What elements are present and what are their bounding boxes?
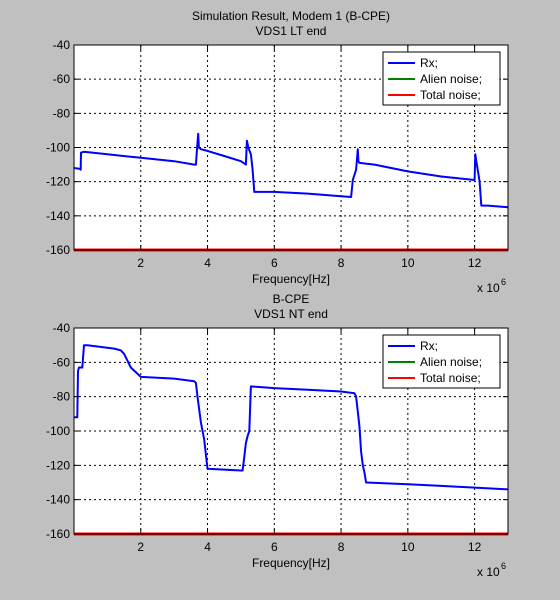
x-axis-label: Frequency[Hz] bbox=[252, 556, 330, 570]
y-tick-label: -60 bbox=[53, 355, 71, 369]
legend-label: Alien noise; bbox=[420, 355, 482, 369]
legend-label: Rx; bbox=[420, 56, 438, 70]
x-tick-label: 4 bbox=[204, 256, 211, 270]
x-tick-label: 8 bbox=[338, 540, 345, 554]
y-tick-label: -120 bbox=[46, 458, 70, 472]
chart-panel-1: 2 4 6 8 10 12 -40 -60 -80 -100 -120 -140 -160 Simulat… bbox=[46, 9, 509, 295]
x-tick-label: 10 bbox=[401, 256, 415, 270]
series-line-rx bbox=[74, 344, 509, 491]
y-tick-label: -100 bbox=[46, 141, 70, 155]
x-tick-label: 2 bbox=[137, 256, 144, 270]
series-line-rx bbox=[73, 132, 509, 209]
y-tick-label: -40 bbox=[53, 321, 71, 335]
x-exponent-power: 6 bbox=[501, 277, 506, 287]
x-exponent-label: x 10 bbox=[477, 281, 500, 295]
legend-label: Alien noise; bbox=[420, 72, 482, 86]
x-tick-label: 6 bbox=[271, 540, 278, 554]
y-tick-label: -60 bbox=[53, 72, 71, 86]
x-tick-label: 12 bbox=[468, 256, 482, 270]
legend-label: Total noise; bbox=[420, 88, 481, 102]
y-tick-label: -80 bbox=[53, 390, 71, 404]
legend: Rx; Alien noise; Total noise; bbox=[382, 51, 501, 106]
chart-panel-2: 2 4 6 8 10 12 -40 -60 -80 -100 -120 -140 -160 B-CPEVD… bbox=[46, 292, 509, 579]
chart-subtitle: VDS1 NT end bbox=[254, 307, 328, 321]
x-exponent-label: x 10 bbox=[477, 565, 500, 579]
x-tick-label: 8 bbox=[338, 256, 345, 270]
y-tick-label: -160 bbox=[46, 527, 70, 541]
y-tick-label: -140 bbox=[46, 209, 70, 223]
y-tick-label: -80 bbox=[53, 106, 71, 120]
legend-label: Rx; bbox=[420, 339, 438, 353]
chart-title: B-CPE bbox=[273, 292, 310, 306]
x-tick-label: 2 bbox=[137, 540, 144, 554]
x-tick-label: 4 bbox=[204, 540, 211, 554]
x-tick-label: 6 bbox=[271, 256, 278, 270]
x-exponent-power: 6 bbox=[501, 561, 506, 571]
x-tick-label: 10 bbox=[401, 540, 415, 554]
y-tick-label: -140 bbox=[46, 493, 70, 507]
y-tick-label: -160 bbox=[46, 243, 70, 257]
chart-subtitle: VDS1 LT end bbox=[256, 24, 327, 38]
chart-title: Simulation Result, Modem 1 (B-CPE) bbox=[192, 9, 390, 23]
y-tick-label: -40 bbox=[53, 38, 71, 52]
x-tick-label: 12 bbox=[468, 540, 482, 554]
legend-label: Total noise; bbox=[420, 371, 481, 385]
x-axis-label: Frequency[Hz] bbox=[252, 272, 330, 286]
y-tick-label: -120 bbox=[46, 175, 70, 189]
legend: Rx; Alien noise; Total noise; bbox=[382, 334, 501, 389]
y-tick-label: -100 bbox=[46, 424, 70, 438]
